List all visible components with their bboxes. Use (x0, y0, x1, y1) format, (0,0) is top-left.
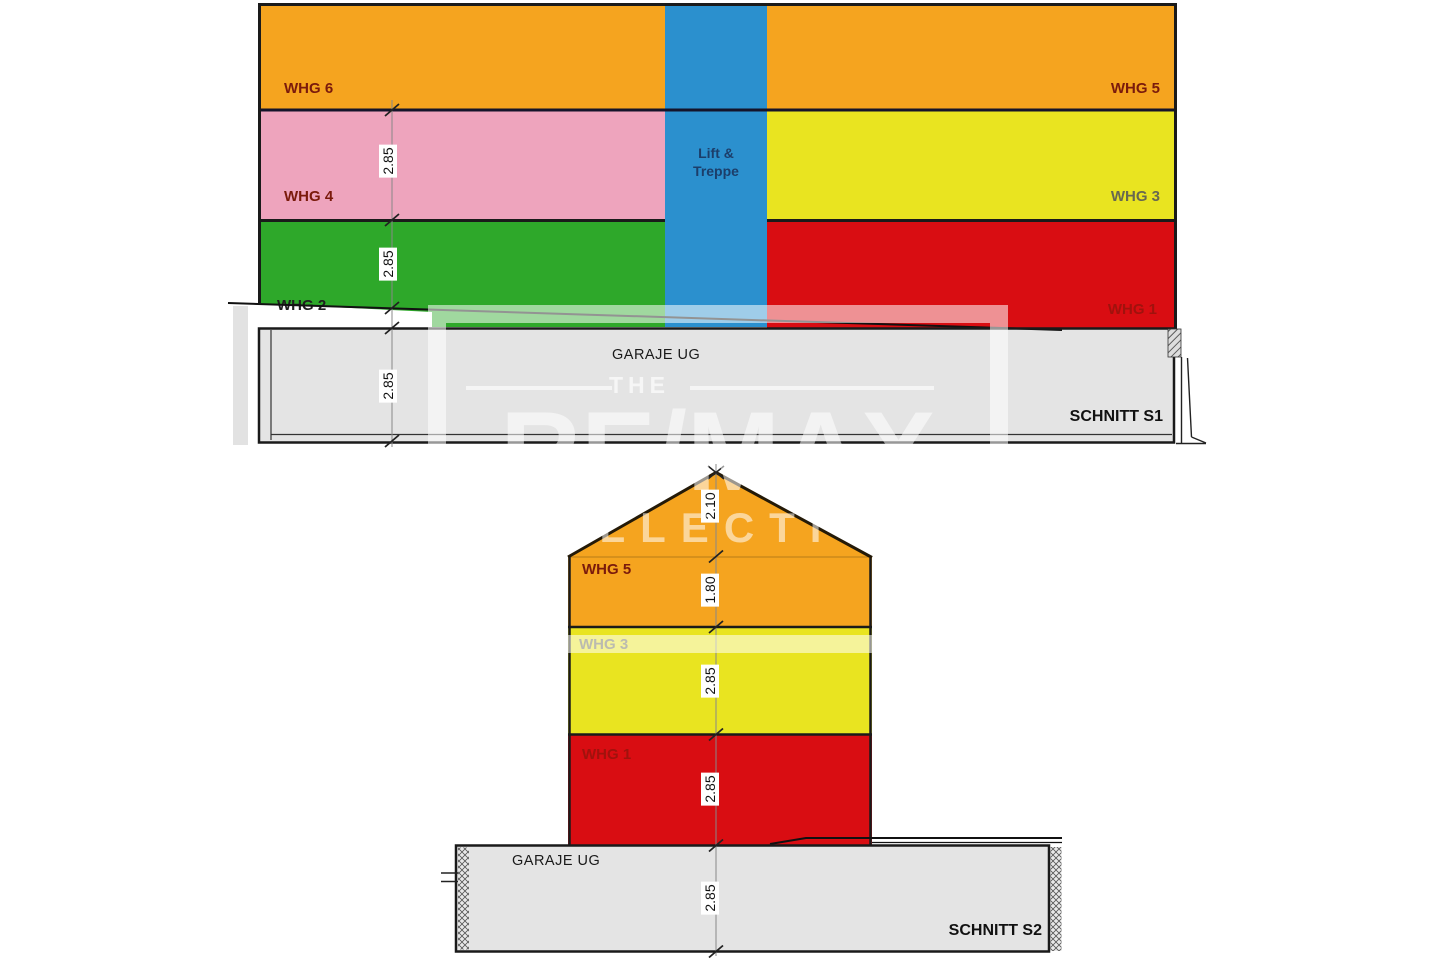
s2-roof-fill (568, 472, 872, 557)
s2-dim-garage: 2.85 (701, 881, 719, 915)
s1-dim-floor1: 2.85 (379, 247, 397, 281)
s1-whg6-block (258, 3, 665, 110)
s1-whg5-block (767, 3, 1177, 110)
s1-dim-garage: 2.85 (379, 369, 397, 403)
s2-dim-roof: 2.10 (701, 489, 719, 523)
s1-section-title: SCHNITT S1 (1069, 408, 1163, 425)
watermark-the-text: THE (609, 372, 670, 398)
s1-whg3-label: WHG 3 (1110, 188, 1160, 205)
s1-whg6-label: WHG 6 (284, 80, 334, 97)
s1-ramp-wall-hatch (1167, 328, 1182, 358)
s2-whg5-label: WHG 5 (582, 561, 632, 578)
s2-garage-label: GARAJE UG (512, 853, 601, 869)
s2-section-title: SCHNITT S2 (948, 922, 1042, 939)
s1-lift-label-line1: Lift & (698, 145, 734, 161)
s1-whg2-label: WHG 2 (277, 297, 327, 314)
s2-dim-attic: 1.80 (701, 573, 719, 607)
s1-whg1-label: WHG 1 (1107, 301, 1157, 318)
s1-lift-treppe-label: Lift & Treppe (665, 144, 767, 180)
s1-whg5-label: WHG 5 (1110, 80, 1160, 97)
s1-lift-shaft-block (665, 3, 767, 327)
s2-dim-floor2: 2.85 (701, 664, 719, 698)
s1-garage-label: GARAJE UG (612, 347, 701, 363)
s1-whg4-label: WHG 4 (284, 188, 334, 205)
s2-garage-left-wall-hatch (458, 847, 469, 950)
s1-ramp-lines (1176, 357, 1207, 445)
s2-roof-peak-tick (707, 465, 725, 480)
s1-lift-label-line2: Treppe (693, 163, 739, 180)
s1-dim-floor2: 2.85 (379, 144, 397, 178)
s1-whg4-block (258, 110, 665, 220)
s2-dim-floor1: 2.85 (701, 772, 719, 806)
s2-whg1-label: WHG 1 (582, 746, 632, 763)
s1-left-terrain-strip (233, 306, 248, 445)
watermark-left-rule (466, 386, 612, 390)
s1-whg3-block (767, 110, 1177, 220)
s2-whg3-label: WHG 3 (579, 636, 629, 653)
s2-roof-outline (567, 470, 873, 559)
watermark-right-rule (690, 386, 934, 390)
s2-ground-level-ticks (441, 872, 458, 883)
s2-garage-right-wall-hatch (1050, 847, 1062, 951)
